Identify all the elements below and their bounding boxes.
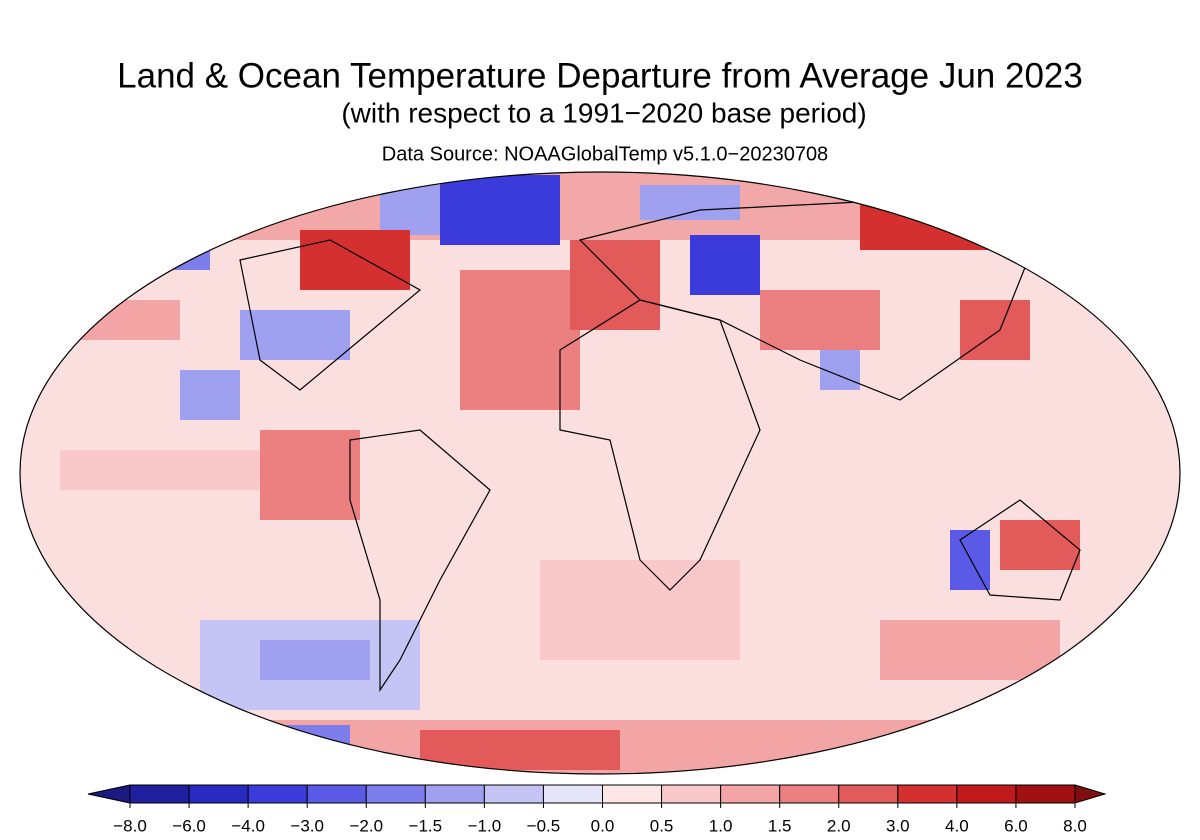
tick-label: 2.0 [827, 816, 851, 835]
colorbar-end [1074, 784, 1107, 804]
tick-label: 3.0 [886, 816, 910, 835]
colorbar-end [87, 784, 131, 804]
tick-label: 1.0 [709, 816, 733, 835]
tick-label: 8.0 [1063, 816, 1087, 835]
title: Land & Ocean Temperature Departure from … [117, 56, 1083, 95]
colorbar-segment [542, 784, 603, 804]
colorbar-segment [956, 784, 1017, 804]
colorbar-segment [897, 784, 958, 804]
colorbar-segment [483, 784, 544, 804]
colorbar-segment [129, 784, 190, 804]
subtitle: (with respect to a 1991−2020 base period… [341, 97, 866, 128]
tick-label: 0.0 [591, 816, 615, 835]
tick-label: 4.0 [945, 816, 969, 835]
map-border [19, 171, 1181, 775]
tick-label: 6.0 [1004, 816, 1028, 835]
colorbar-segment [720, 784, 781, 804]
tick-label: −1.0 [468, 816, 502, 835]
colorbar-segment [188, 784, 249, 804]
colorbar: −8.0 −6.0 −4.0 −3.0 −2.0 −1.5 −1.0 −0.5 0.0 0.5 1.… [87, 784, 1107, 835]
colorbar-segment [306, 784, 367, 804]
colorbar-segment [779, 784, 840, 804]
tick-label: −8.0 [113, 816, 147, 835]
tick-label: 0.5 [650, 816, 674, 835]
tick-label: −4.0 [231, 816, 265, 835]
colorbar-segment [838, 784, 899, 804]
colorbar-segment [365, 784, 426, 804]
tick-label: −0.5 [527, 816, 561, 835]
tick-label: −1.5 [409, 816, 443, 835]
tick-label: 1.5 [768, 816, 792, 835]
map [20, 172, 1180, 774]
colorbar-segment [602, 784, 663, 804]
tick-label: −6.0 [172, 816, 206, 835]
tick-label: −2.0 [349, 816, 383, 835]
source: Data Source: NOAAGlobalTemp v5.1.0−20230… [382, 143, 828, 165]
colorbar-segment [424, 784, 485, 804]
colorbar-segment [1015, 784, 1076, 804]
colorbar-segment [661, 784, 722, 804]
colorbar-segment [247, 784, 308, 804]
tick-label: −3.0 [290, 816, 324, 835]
